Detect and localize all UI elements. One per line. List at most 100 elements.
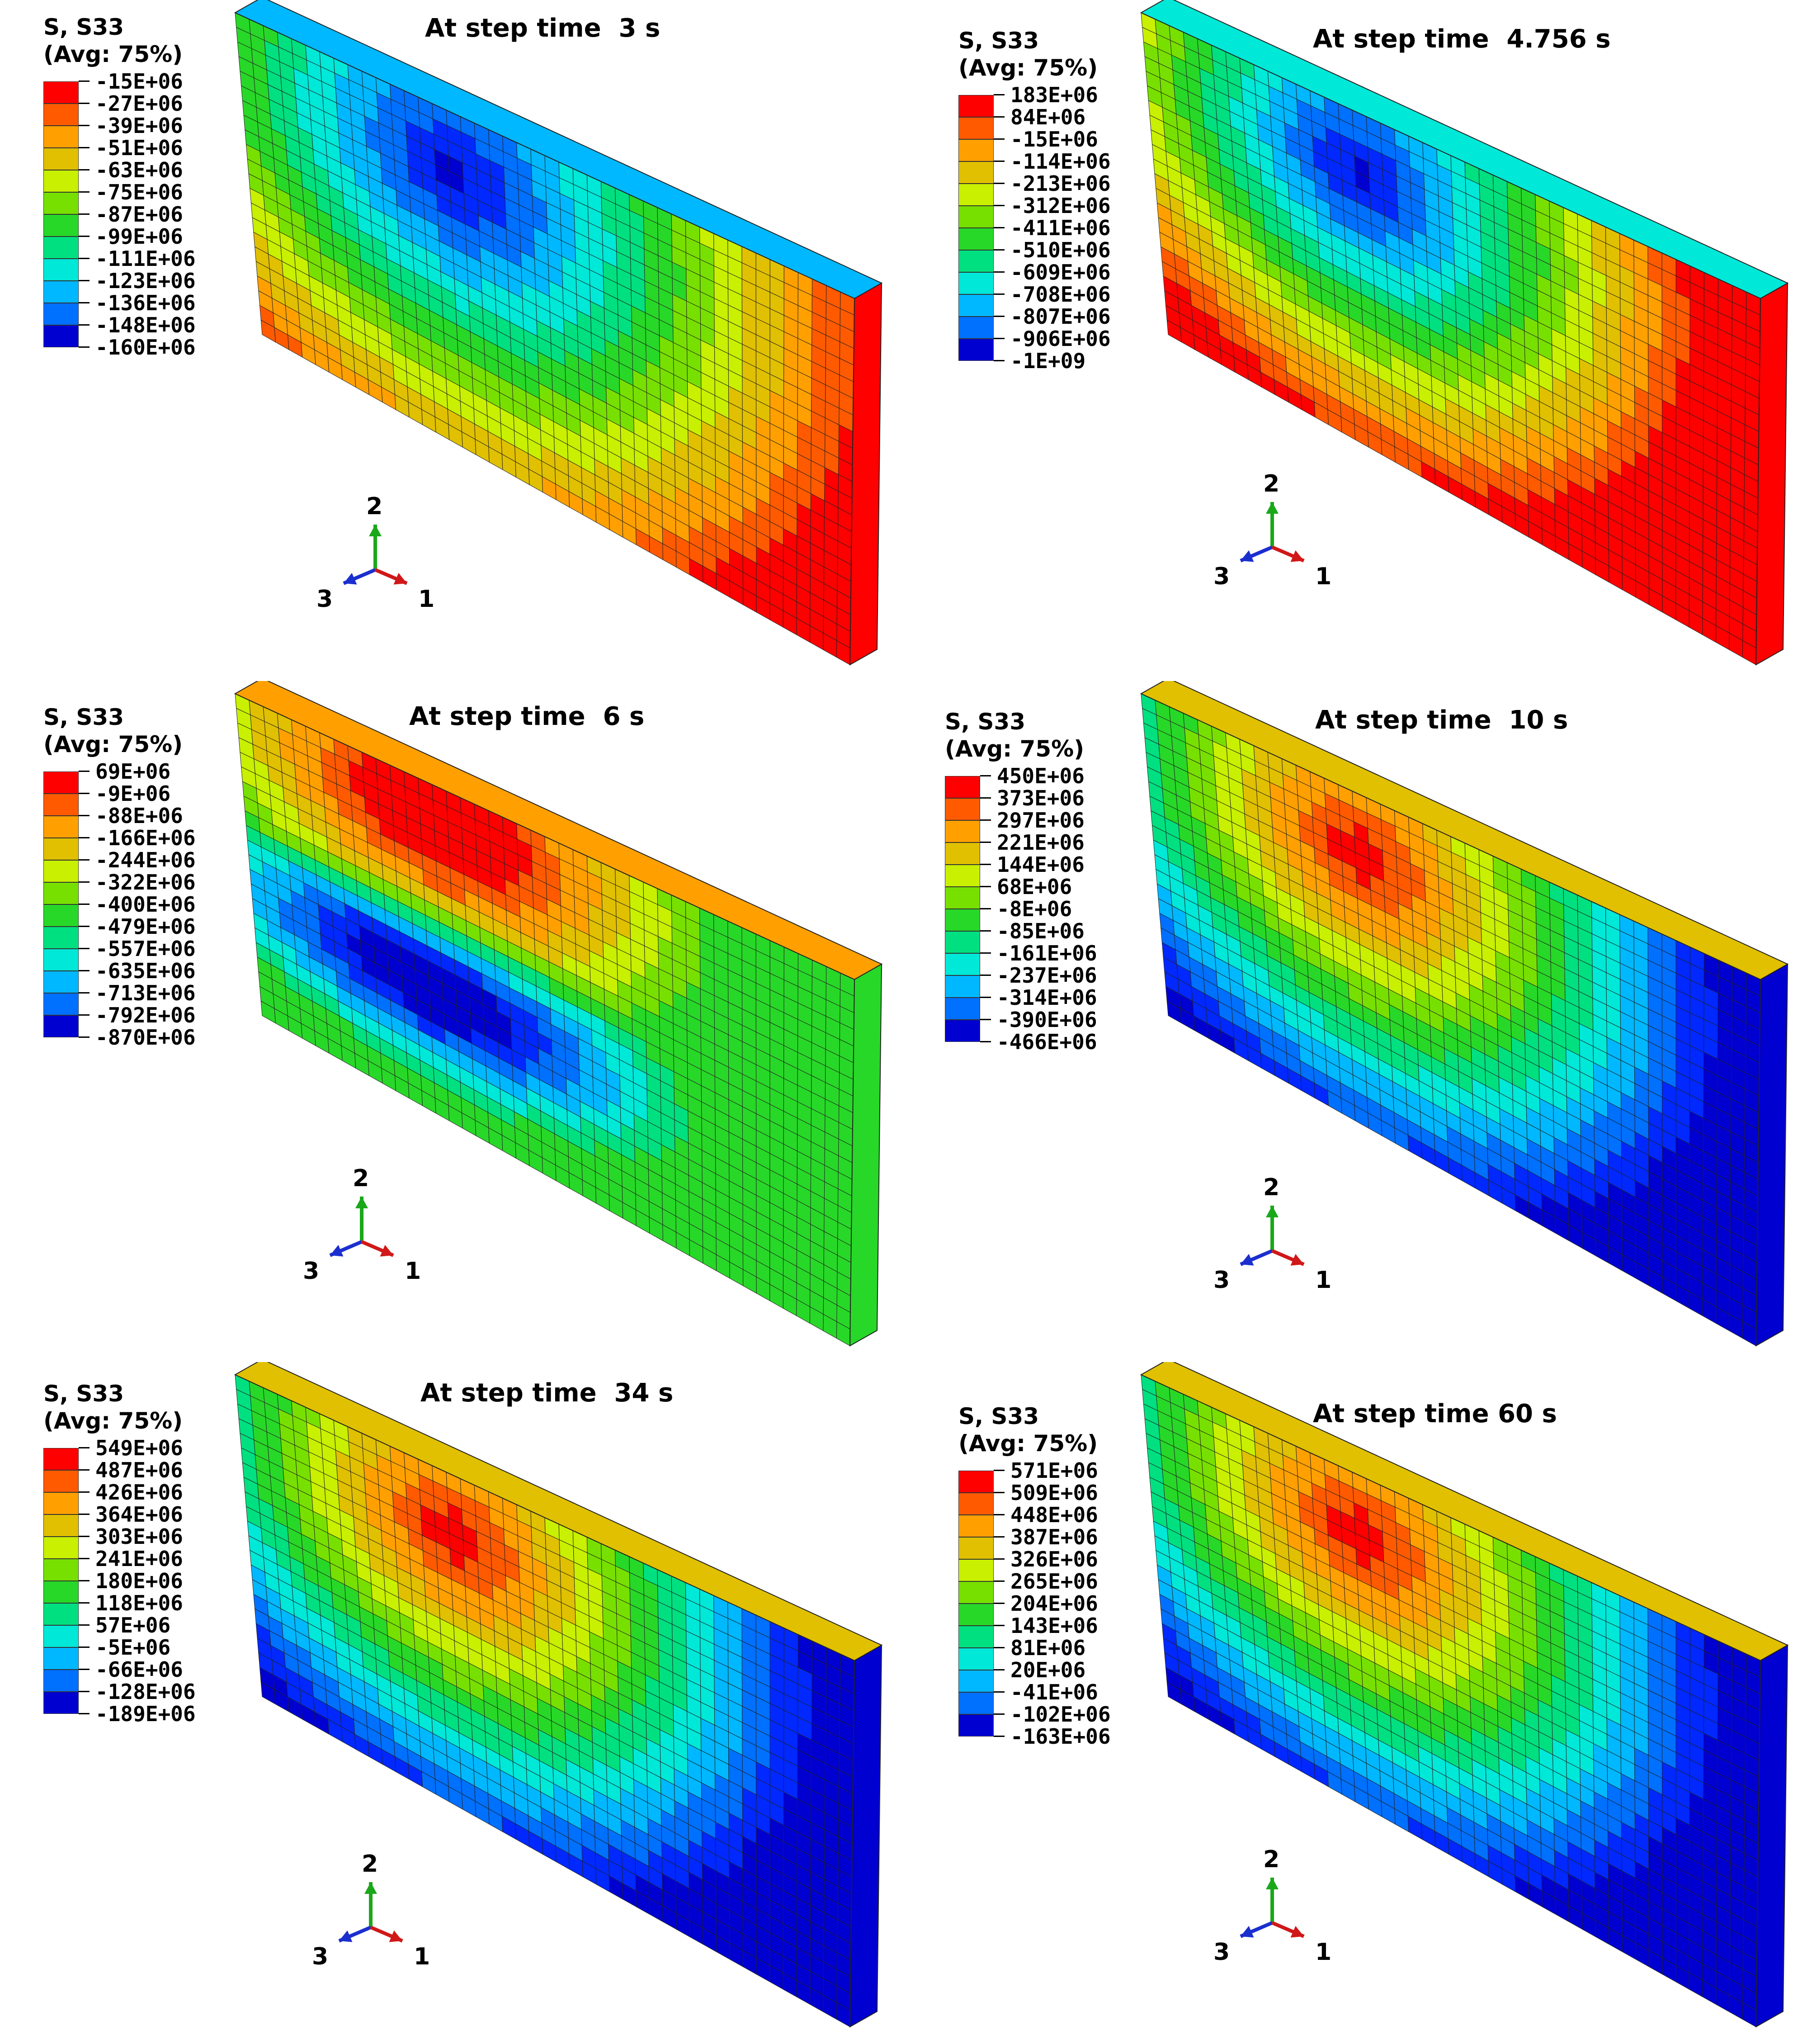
legend-value: -400E+06 (95, 892, 196, 917)
axis-2-arrow-head (355, 1197, 368, 1208)
legend-value: -75E+06 (95, 180, 183, 204)
axis-3-arrow-head (344, 573, 357, 585)
legend-row: -213E+06 (958, 173, 1111, 206)
legend-value: -466E+06 (997, 1030, 1097, 1054)
legend-value: -63E+06 (95, 158, 183, 182)
legend-tick (980, 908, 991, 909)
legend-value: 297E+06 (997, 808, 1085, 833)
legend-value: -15E+06 (1010, 127, 1098, 151)
legend-tick (79, 992, 90, 994)
legend-value: 144E+06 (997, 852, 1085, 877)
legend-row: 221E+06 (945, 830, 1085, 865)
legend-swatch (43, 325, 79, 347)
legend-tick (980, 952, 991, 954)
axis-label-2: 2 (1263, 470, 1280, 497)
legend-swatch (958, 294, 994, 317)
legend-value: -15E+06 (95, 69, 183, 94)
plate-contour-plot (234, 681, 883, 1347)
triad-graphic (329, 1197, 394, 1257)
legend-row: 297E+06 (945, 808, 1085, 842)
legend-row: -1E+09 (958, 350, 1098, 372)
legend-row: -906E+06 (958, 328, 1111, 361)
legend-scale: -15E+06 -27E+06 -39E+06 -51E+06 -63E+06 -75E+… (43, 69, 196, 368)
legend-row: -63E+06 (43, 158, 183, 192)
legend-tick (980, 864, 991, 865)
legend-row: -792E+06 (43, 1004, 196, 1037)
legend-row: -479E+06 (43, 916, 196, 949)
legend-row: -9E+06 (43, 783, 183, 816)
step-time-title: At step time 10 s (1315, 705, 1568, 735)
legend-value: 221E+06 (997, 830, 1085, 855)
legend-value: -51E+06 (95, 136, 183, 160)
legend-tick (994, 138, 1005, 140)
legend-tick (994, 183, 1005, 184)
panel-step-6s: S, S33 (Avg: 75%) 69E+06 -9E+06 -88E+06 -16… (0, 681, 906, 1362)
legend-value: -870E+06 (95, 1025, 196, 1050)
legend-tick (994, 116, 1005, 118)
legend-value: 183E+06 (1010, 83, 1098, 107)
axis-1-arrow-head (1290, 550, 1304, 562)
legend-tick (79, 236, 90, 237)
legend-value: -510E+06 (1010, 238, 1111, 262)
legend-row: -807E+06 (958, 306, 1111, 339)
legend-value: -713E+06 (95, 981, 196, 1005)
legend-value: -123E+06 (95, 269, 196, 293)
legend-swatch (43, 81, 79, 104)
legend-value: -807E+06 (1010, 304, 1111, 329)
legend-row: -114E+06 (958, 151, 1111, 184)
legend-tick (79, 1036, 90, 1038)
legend-value: -906E+06 (1010, 326, 1111, 351)
legend-value: -39E+06 (95, 114, 183, 138)
legend-tick (79, 169, 90, 170)
legend-swatch (43, 237, 79, 259)
legend-row: -39E+06 (43, 114, 183, 148)
legend-value: -635E+06 (95, 959, 196, 983)
legend-value: -314E+06 (997, 985, 1097, 1010)
legend-row: -244E+06 (43, 849, 196, 882)
legend-tick (79, 815, 90, 816)
legend-tick (994, 161, 1005, 162)
axis-label-1: 1 (1315, 1267, 1332, 1294)
legend-tick (994, 271, 1005, 273)
legend-row: -136E+06 (43, 292, 196, 325)
legend-tick (980, 775, 991, 776)
legend-swatch (958, 117, 994, 139)
legend-tick (79, 926, 90, 927)
legend-value: -166E+06 (95, 826, 196, 850)
legend-row: -870E+06 (43, 1027, 196, 1049)
plate-contour-plot (1140, 0, 1789, 666)
legend-row: -51E+06 (43, 136, 183, 170)
legend-row: -466E+06 (945, 1031, 1097, 1053)
panel-step-4756s: S, S33 (Avg: 75%) 183E+06 84E+06 -15E+06 -1… (906, 0, 1812, 681)
triad-graphic (1240, 502, 1305, 563)
legend-tick (994, 316, 1005, 317)
axis-label-3: 3 (1213, 563, 1230, 590)
legend-value: -160E+06 (95, 335, 196, 360)
legend-value: -609E+06 (1010, 260, 1111, 284)
legend-value: -322E+06 (95, 870, 196, 894)
legend-value: -390E+06 (997, 1008, 1097, 1032)
legend-row: -314E+06 (945, 987, 1097, 1020)
legend-swatch (43, 104, 79, 126)
legend-value: 373E+06 (997, 786, 1085, 810)
legend-tick (79, 258, 90, 259)
legend-swatch (958, 206, 994, 228)
legend-tick (980, 819, 991, 821)
plate-side-face (849, 963, 882, 1347)
legend-tick (980, 842, 991, 843)
legend-swatch (43, 126, 79, 148)
legend-value: -99E+06 (95, 224, 183, 249)
legend-row: -111E+06 (43, 248, 196, 281)
axis-label-2: 2 (1263, 1174, 1280, 1201)
legend-value: -792E+06 (95, 1003, 196, 1027)
legend-row: -609E+06 (958, 261, 1111, 294)
legend-tick (994, 227, 1005, 228)
axis-2-arrow-head (1266, 1206, 1279, 1217)
legend-tick (980, 1041, 991, 1042)
legend-value: -213E+06 (1010, 171, 1111, 196)
step-time-title: At step time 4.756 s (1313, 24, 1611, 54)
legend-scale: 450E+06 373E+06 297E+06 221E+06 144E+06 68E+0… (945, 765, 1097, 1062)
axis-label-1: 1 (418, 586, 435, 613)
